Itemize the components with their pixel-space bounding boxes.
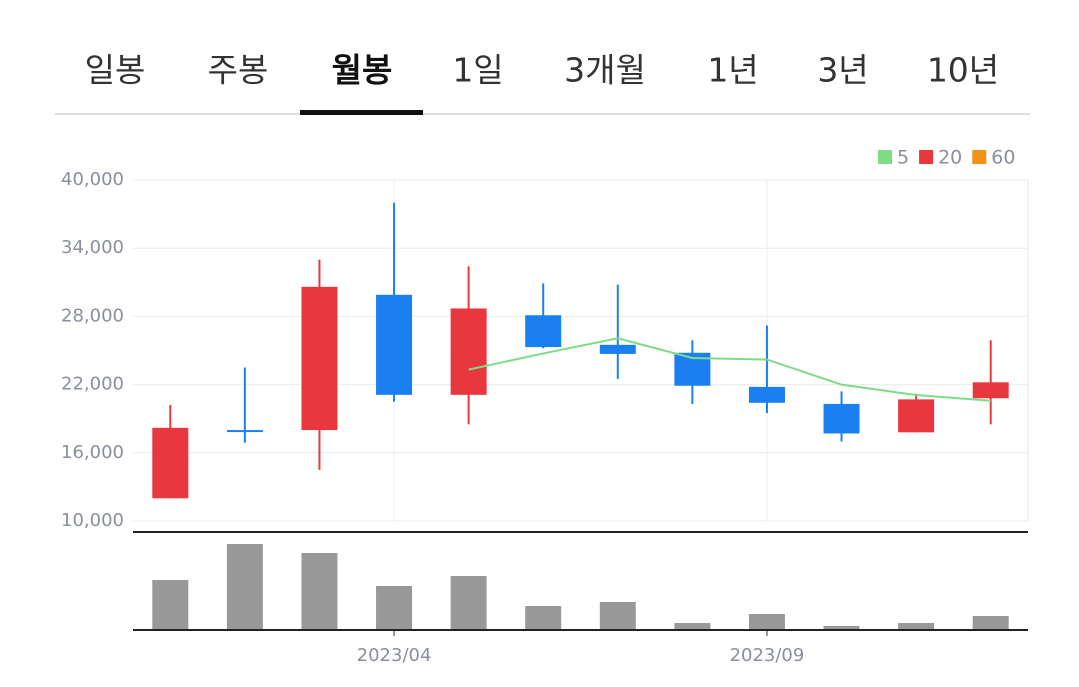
candle-body bbox=[152, 427, 189, 499]
tab[interactable]: 일봉 bbox=[85, 51, 146, 90]
volume-bar bbox=[525, 606, 562, 630]
tab[interactable]: 주봉 bbox=[208, 51, 269, 90]
volume-bar bbox=[152, 580, 189, 630]
candle-body bbox=[748, 386, 785, 403]
legend-label: 60 bbox=[991, 147, 1015, 169]
candle-body bbox=[301, 286, 338, 431]
volume-bar bbox=[748, 614, 785, 630]
x-tick-label: 2023/09 bbox=[730, 645, 805, 666]
tab[interactable]: 1일 bbox=[452, 51, 503, 90]
tab[interactable]: 1년 bbox=[707, 51, 758, 90]
y-tick-label: 16,000 bbox=[61, 442, 124, 463]
volume-bar bbox=[823, 626, 860, 630]
legend-swatch bbox=[878, 150, 892, 164]
y-tick-label: 22,000 bbox=[61, 374, 124, 395]
candle-body bbox=[972, 382, 1009, 399]
volume-bar bbox=[972, 616, 1009, 630]
legend-label: 20 bbox=[938, 147, 962, 169]
candle-body bbox=[599, 344, 636, 354]
volume-bar bbox=[674, 623, 711, 630]
candle-body bbox=[376, 294, 413, 395]
tab[interactable]: 3개월 bbox=[564, 51, 646, 90]
tab[interactable]: 3년 bbox=[817, 51, 868, 90]
ma-line bbox=[468, 337, 991, 402]
volume-bar bbox=[898, 623, 935, 630]
volume-bar bbox=[450, 576, 487, 630]
volume-bar bbox=[376, 586, 413, 630]
candle-body bbox=[226, 430, 263, 433]
tab[interactable]: 10년 bbox=[927, 51, 999, 90]
tab[interactable]: 월봉 bbox=[332, 51, 393, 90]
volume-bar bbox=[301, 553, 338, 630]
volume-bar bbox=[226, 544, 263, 630]
candle-body bbox=[450, 308, 487, 395]
candle-body bbox=[898, 399, 935, 433]
candle-body bbox=[823, 403, 860, 434]
y-tick-label: 28,000 bbox=[61, 305, 124, 326]
legend-label: 5 bbox=[897, 147, 909, 169]
y-tick-label: 40,000 bbox=[61, 169, 124, 190]
y-tick-label: 10,000 bbox=[61, 510, 124, 531]
legend-swatch bbox=[972, 150, 987, 164]
y-tick-label: 34,000 bbox=[61, 237, 124, 258]
tab-underline bbox=[300, 110, 423, 115]
x-tick-label: 2023/04 bbox=[357, 645, 432, 666]
volume-bar bbox=[599, 602, 636, 630]
candle-body bbox=[525, 315, 562, 348]
legend-swatch bbox=[919, 150, 934, 164]
